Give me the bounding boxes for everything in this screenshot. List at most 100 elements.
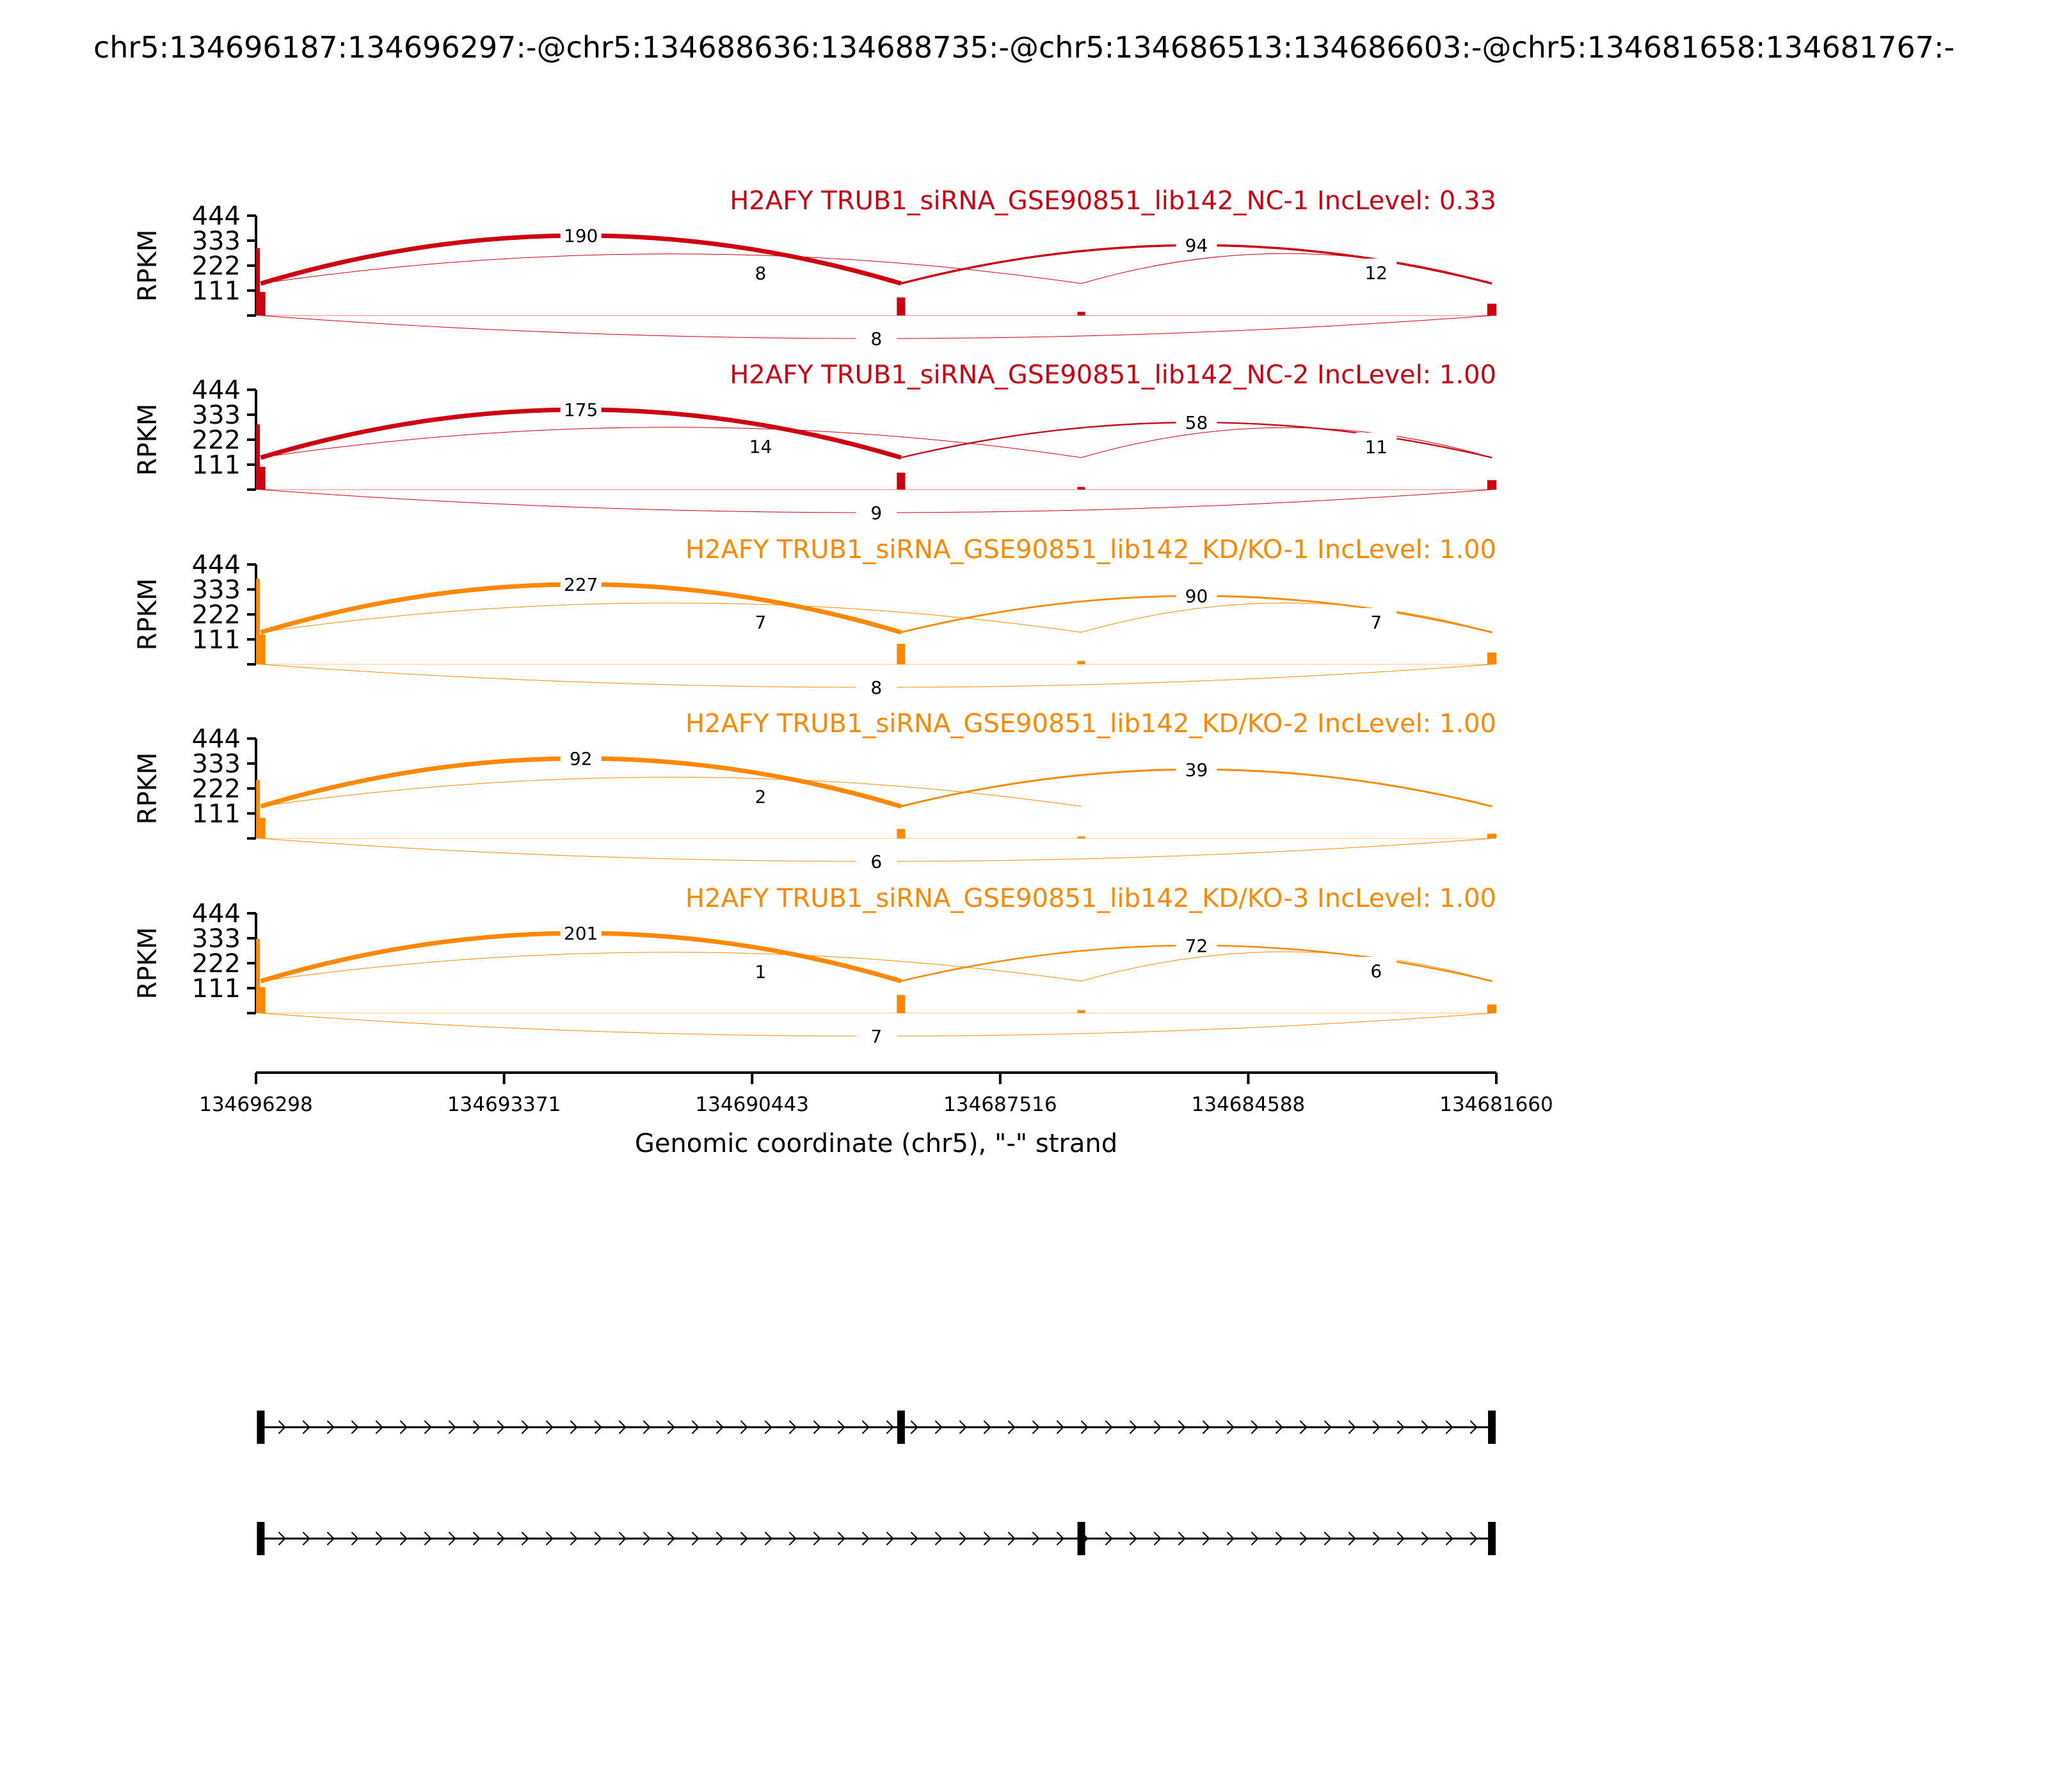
junction-label-bg	[560, 744, 602, 770]
strand-arrow	[278, 1532, 286, 1546]
junction-arc	[1081, 253, 1492, 284]
junction-count: 175	[564, 399, 598, 420]
strand-arrow	[545, 1532, 554, 1546]
strand-arrow	[740, 1420, 748, 1434]
strand-arrow	[1275, 1420, 1283, 1434]
exon-block	[1488, 1522, 1496, 1555]
sample-label: H2AFY TRUB1_siRNA_GSE90851_lib142_NC-2 I…	[730, 360, 1496, 390]
strand-arrow	[983, 1532, 991, 1546]
strand-arrow	[813, 1420, 821, 1434]
strand-arrow	[1032, 1420, 1040, 1434]
strand-arrow	[910, 1532, 918, 1546]
strand-arrow	[1469, 1420, 1478, 1434]
strand-arrow	[570, 1420, 578, 1434]
strand-arrow	[1469, 1532, 1478, 1546]
y-axis-label: RPKM	[133, 579, 163, 651]
junction-arc	[1081, 602, 1492, 633]
strand-arrow	[1396, 1532, 1405, 1546]
strand-arrow	[1396, 1420, 1405, 1434]
isoform-structures	[257, 1411, 1496, 1555]
junction-label-bg	[740, 782, 781, 808]
strand-arrow	[1178, 1532, 1186, 1546]
strand-arrow	[1153, 1532, 1162, 1546]
coverage-bar	[256, 939, 260, 1013]
y-tick-label: 333	[192, 227, 241, 256]
junction-count: 1	[755, 961, 767, 982]
y-tick-label: 111	[192, 276, 241, 306]
y-tick-label: 333	[192, 575, 241, 605]
y-tick-label: 333	[192, 401, 241, 430]
strand-arrow	[1251, 1420, 1259, 1434]
exon-block	[897, 1411, 905, 1444]
junction-label-bg	[740, 608, 781, 634]
strand-arrow	[959, 1420, 967, 1434]
strand-arrow	[424, 1420, 432, 1434]
y-axis-label: RPKM	[133, 230, 163, 302]
junction-label-bg	[560, 570, 602, 596]
coverage-bar	[256, 248, 260, 316]
junction-count: 14	[749, 436, 772, 458]
junction-label-bg	[856, 324, 897, 350]
coverage-bar	[1077, 486, 1085, 490]
strand-arrow	[691, 1532, 700, 1546]
junction-label-bg	[856, 1022, 897, 1048]
strand-arrow	[983, 1420, 991, 1434]
junction-count: 8	[755, 263, 767, 284]
junction-count: 12	[1364, 262, 1388, 284]
junction-label-bg	[856, 847, 897, 873]
coverage-bar	[897, 472, 906, 490]
exon-block	[1077, 1522, 1085, 1555]
strand-arrow	[716, 1420, 724, 1434]
y-tick-label: 222	[192, 426, 241, 455]
strand-arrow	[1105, 1420, 1113, 1434]
strand-arrow	[1421, 1532, 1429, 1546]
sample-label: H2AFY TRUB1_siRNA_GSE90851_lib142_KD/KO-…	[685, 535, 1496, 564]
junction-label-bg	[560, 396, 602, 421]
strand-arrow	[1372, 1532, 1380, 1546]
y-axis-label: RPKM	[133, 753, 163, 825]
isoform-track	[257, 1411, 1496, 1444]
junction-label-bg	[740, 432, 781, 458]
strand-arrow	[448, 1420, 456, 1434]
strand-arrow	[424, 1532, 432, 1546]
strand-arrow	[351, 1420, 359, 1434]
strand-arrow	[448, 1532, 456, 1546]
coverage-bar	[1077, 1010, 1085, 1013]
strand-arrow	[1032, 1532, 1040, 1546]
junction-label-bg	[856, 673, 897, 699]
figure-title: chr5:134696187:134696297:-@chr5:13468863…	[93, 30, 1955, 65]
strand-arrow	[278, 1420, 286, 1434]
strand-arrow	[399, 1420, 408, 1434]
junction-count: 190	[564, 225, 598, 246]
coverage-bar	[256, 579, 260, 664]
junction-count: 2	[755, 786, 767, 807]
y-tick-label: 444	[192, 202, 241, 231]
strand-arrow	[1178, 1420, 1186, 1434]
x-tick-label: 134681660	[1439, 1093, 1553, 1116]
y-tick-label: 222	[192, 600, 241, 630]
junction-count: 7	[1370, 612, 1382, 633]
junction-count: 7	[870, 1026, 882, 1047]
junction-label-bg	[1356, 957, 1397, 983]
junction-count: 58	[1185, 412, 1208, 433]
y-tick-label: 111	[192, 974, 241, 1004]
isoform-track	[257, 1522, 1496, 1555]
strand-arrow	[886, 1532, 894, 1546]
coverage-bar	[897, 297, 906, 316]
coverage-bar	[897, 829, 906, 838]
y-axis-label: RPKM	[133, 927, 163, 1000]
strand-arrow	[302, 1532, 310, 1546]
strand-arrow	[716, 1532, 724, 1546]
junction-count: 94	[1185, 235, 1208, 256]
strand-arrow	[1202, 1532, 1210, 1546]
strand-arrow	[375, 1532, 383, 1546]
junction-label-bg	[856, 499, 897, 524]
strand-arrow	[764, 1420, 772, 1434]
junction-count: 8	[870, 328, 882, 349]
strand-arrow	[618, 1420, 627, 1434]
junction-label-bg	[1356, 433, 1397, 459]
junction-label-bg	[560, 919, 602, 945]
